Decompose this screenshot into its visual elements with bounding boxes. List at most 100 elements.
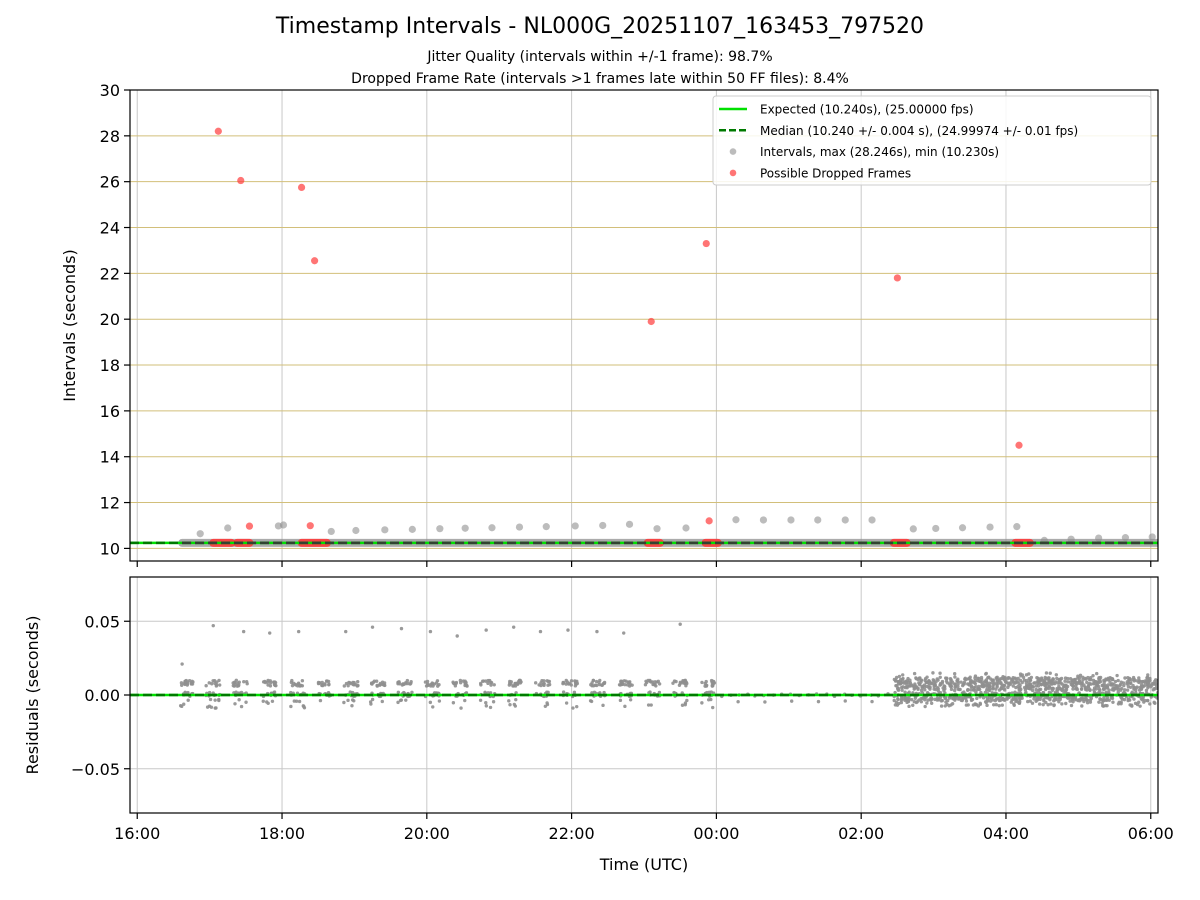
residual-point <box>975 696 979 701</box>
high-residual-point <box>180 662 184 666</box>
residual-point <box>657 682 662 686</box>
residual-point <box>368 700 373 704</box>
residual-point <box>1125 682 1129 686</box>
residual-point <box>1029 675 1034 680</box>
interval-point <box>436 525 444 533</box>
interval-point <box>787 516 795 524</box>
residual-point <box>1024 683 1029 687</box>
residual-point <box>1145 675 1150 680</box>
legend-label: Expected (10.240s), (25.00000 fps) <box>760 103 974 117</box>
residual-point <box>905 685 909 690</box>
legend-label: Possible Dropped Frames <box>760 166 911 180</box>
residual-point <box>1088 676 1093 680</box>
residual-point <box>374 679 379 683</box>
dropped-frame-rate-subtitle: Dropped Frame Rate (intervals >1 frames … <box>351 71 849 87</box>
residual-point <box>1069 703 1074 708</box>
residual-point <box>939 699 944 703</box>
dropped-frame-point <box>297 183 306 192</box>
residual-point <box>533 681 538 685</box>
residual-point <box>893 690 897 695</box>
residual-point <box>908 678 912 682</box>
residual-point <box>1128 685 1133 689</box>
residual-point <box>656 679 661 684</box>
interval-point <box>571 522 579 530</box>
residual-point <box>903 690 907 694</box>
residual-point <box>214 683 219 687</box>
residual-point <box>1077 679 1082 683</box>
residual-point <box>904 680 909 685</box>
residual-point <box>1116 702 1121 706</box>
residual-point <box>956 682 960 686</box>
interval-point <box>196 530 204 538</box>
residual-point <box>997 696 1002 700</box>
residual-point <box>704 679 708 684</box>
high-residual-point <box>538 629 543 634</box>
residual-point <box>452 681 456 686</box>
residual-point <box>973 678 977 683</box>
high-residual-point <box>622 631 626 635</box>
residual-point <box>973 676 977 680</box>
interval-point <box>732 516 740 524</box>
residual-point <box>707 690 711 695</box>
residual-point <box>843 699 847 703</box>
residual-point <box>1057 678 1061 683</box>
residual-point <box>1030 701 1035 705</box>
residual-point <box>483 690 487 695</box>
residual-point <box>1141 695 1145 699</box>
residual-point <box>1129 703 1134 707</box>
residual-point <box>919 700 924 704</box>
residual-point <box>1083 676 1087 681</box>
residual-point <box>1105 685 1110 690</box>
residual-point <box>1031 685 1035 689</box>
residual-point <box>1096 684 1101 689</box>
residual-point <box>712 681 717 685</box>
residual-point <box>290 683 295 688</box>
residual-point <box>901 673 905 677</box>
residual-point <box>956 684 960 688</box>
jitter-quality-subtitle: Jitter Quality (intervals within +/-1 fr… <box>427 49 773 65</box>
residual-point <box>978 701 982 706</box>
residual-point <box>1064 686 1069 690</box>
residual-point <box>979 677 984 682</box>
residual-point <box>590 691 594 695</box>
residual-point <box>1085 701 1090 705</box>
residual-point <box>541 682 546 686</box>
residual-point <box>263 680 268 685</box>
residual-point <box>410 690 414 695</box>
residual-point <box>948 677 953 681</box>
residual-point <box>1091 678 1096 683</box>
residual-point <box>1109 682 1114 687</box>
residual-point <box>298 684 302 688</box>
dropped-frame-point <box>647 317 655 326</box>
residual-point <box>618 698 623 703</box>
residual-point <box>430 681 434 685</box>
residual-point <box>1052 703 1056 708</box>
residual-point <box>182 702 186 706</box>
residual-point <box>1148 702 1152 706</box>
residual-point <box>969 684 974 688</box>
residual-point <box>911 703 915 707</box>
residual-point <box>964 677 968 682</box>
residual-point <box>346 698 350 703</box>
residual-point <box>950 702 955 706</box>
residual-point <box>1101 683 1105 687</box>
residual-point <box>903 696 908 700</box>
residual-point <box>543 704 548 709</box>
residual-point <box>913 685 917 690</box>
residual-point <box>233 702 237 706</box>
residual-point <box>270 699 275 704</box>
residual-point <box>975 678 980 683</box>
residual-point <box>1063 679 1067 683</box>
intervals-ytick-label: 18 <box>100 356 120 375</box>
residual-point <box>627 684 632 688</box>
residual-point <box>1028 699 1032 703</box>
residual-point <box>268 681 273 685</box>
residual-point <box>923 688 927 692</box>
residual-point <box>1020 680 1024 685</box>
residual-point <box>953 685 957 690</box>
residual-point <box>1034 687 1038 692</box>
residual-point <box>951 696 955 701</box>
residual-point <box>1132 697 1136 701</box>
high-residual-point <box>428 629 433 634</box>
residual-point <box>681 681 686 685</box>
